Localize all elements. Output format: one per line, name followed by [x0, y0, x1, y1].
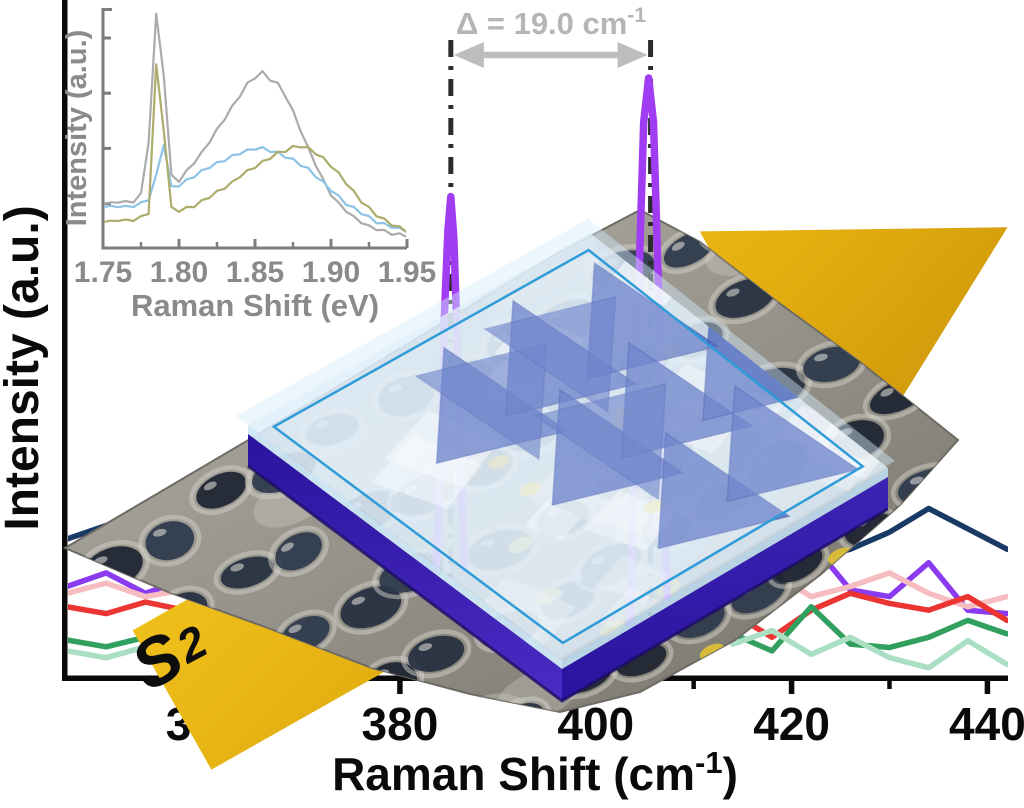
pore-glint: [281, 542, 294, 552]
pore-glint: [496, 714, 512, 727]
ice-shard: [523, 501, 581, 540]
glass-edge-right: [562, 468, 888, 669]
pore-glint: [716, 216, 731, 225]
pore-rim: [400, 629, 472, 679]
pore-glint: [288, 624, 302, 634]
pore-glint: [909, 476, 924, 485]
pore-rim: [398, 210, 467, 229]
pore-glint: [965, 460, 981, 473]
pore-glint: [203, 481, 217, 491]
inset-x-tick-label: 1.90: [302, 256, 360, 289]
ice-yellow-spot: [519, 482, 542, 496]
pore-glint: [671, 241, 685, 251]
pore-glint: [230, 563, 244, 572]
pore-glint: [478, 165, 494, 177]
pore-glint: [125, 336, 140, 344]
inset-x-tick-label: 1.75: [74, 256, 132, 289]
pore: [569, 210, 633, 215]
ice-shard: [600, 486, 679, 539]
pore-rim: [951, 444, 958, 495]
delta-label: Δ = 19.0 cm-1: [456, 4, 646, 41]
pore-rim: [65, 365, 132, 419]
x-axis-label: Raman Shift (cm-1): [332, 745, 738, 800]
pore-rim: [65, 462, 131, 511]
pore: [220, 556, 275, 589]
pore: [117, 329, 167, 362]
inset-x-tick-label: 1.85: [226, 256, 284, 289]
pore: [275, 532, 322, 571]
glass-cover-outline: [271, 248, 865, 645]
pore: [466, 152, 526, 200]
pore-glint: [152, 528, 167, 537]
flake-triangle-inverted: [414, 342, 548, 461]
flake-triangle: [657, 431, 791, 550]
pore: [130, 427, 182, 464]
delta-annotation: Δ = 19.0 cm-1: [453, 4, 648, 68]
pore-glint: [414, 194, 430, 206]
crystal-slab-illustration: [236, 219, 895, 703]
slab-bottom-edge: [247, 464, 889, 703]
measure-arrowhead-left: [453, 42, 484, 68]
ice-yellow-spot: [643, 499, 665, 514]
pore-glint: [418, 643, 433, 651]
inset-plot: 1.75 1.80 1.85 1.90 1.95 Raman Shift (eV) In…: [61, 8, 436, 323]
pore: [196, 471, 247, 509]
inset-curve-blue: [104, 144, 406, 234]
pore-glint: [213, 405, 227, 415]
pore-rim: [268, 525, 329, 577]
pore-rim: [460, 146, 532, 206]
inset-curve-olive: [104, 63, 406, 234]
glass-edge-left: [248, 425, 562, 669]
pore-glint: [80, 383, 93, 393]
inset-curve-gray: [104, 12, 406, 238]
flake-triangle-inverted: [533, 382, 667, 501]
slab-side-right: [562, 477, 888, 701]
y-axis-label: Intensity (a.u.): [0, 205, 49, 530]
pore-glint: [351, 596, 365, 605]
inset-ticks: 1.75 1.80 1.85 1.90 1.95: [74, 36, 436, 289]
inset-x-tick-label: 1.80: [150, 256, 208, 289]
measure-arrow: [453, 42, 648, 68]
measure-arrowhead-right: [617, 42, 648, 68]
pore-glint: [483, 256, 497, 266]
x-tick-label: 380: [362, 698, 439, 750]
pore-glint: [257, 373, 271, 382]
pore-glint: [351, 226, 365, 236]
pore: [343, 218, 394, 256]
pore: [72, 371, 125, 413]
pore-glint: [581, 181, 596, 191]
inset-x-tick-label: 1.95: [378, 256, 436, 289]
pore-glint: [880, 388, 894, 397]
pore-rim: [123, 421, 189, 470]
inset-curves: [104, 12, 406, 238]
pore: [953, 443, 1015, 495]
pore-glint: [534, 210, 548, 215]
pore-glint: [79, 475, 94, 484]
x-tick-label: 420: [753, 698, 830, 750]
inset-x-axis-label: Raman Shift (eV): [131, 288, 379, 323]
y-axis-spine: [62, 0, 68, 681]
pore-rim: [110, 323, 174, 368]
pore-rim: [138, 514, 202, 567]
ice-yellow-spot: [488, 454, 510, 469]
pore-glint: [924, 369, 938, 379]
flake-triangle-inverted: [483, 295, 617, 414]
pore-glint: [138, 436, 152, 445]
pore-glint: [726, 288, 740, 297]
slab-side-left: [248, 434, 562, 701]
inset-y-axis-label: Intensity (a.u.): [61, 30, 93, 227]
pore-glint: [814, 353, 828, 362]
flake-triangle: [726, 384, 860, 503]
x-tick-label: 440: [949, 698, 1024, 750]
pore-glint: [441, 727, 456, 738]
pore: [69, 468, 124, 505]
pore-glint: [303, 339, 318, 347]
